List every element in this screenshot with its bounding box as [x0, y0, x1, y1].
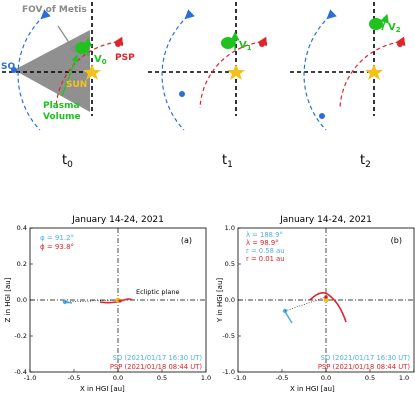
panel-b-ytick: 0.0 — [225, 296, 235, 304]
panel-a-xtick: 0.5 — [157, 374, 167, 382]
plasma-volume-blob — [75, 42, 89, 54]
plasma-volume-blob — [369, 18, 383, 30]
v0-label: V0 — [94, 54, 107, 66]
panel-b-xtick: 1.0 — [399, 374, 409, 382]
psp-label: PSP — [115, 53, 135, 63]
panel-b-ytick: -1.0 — [222, 368, 235, 376]
schematic-t1: V1 t1 — [148, 2, 268, 170]
panel-a-ytick: 0.4 — [17, 224, 27, 232]
fov-pointer-arrow — [57, 25, 76, 53]
panel-b-title: January 14-24, 2021 — [279, 215, 372, 225]
psp-marker — [259, 41, 265, 47]
panel-b-xlabel: X in HGI [au] — [290, 385, 335, 393]
sun-star — [365, 64, 383, 80]
sun-label: SUN — [66, 80, 87, 90]
panel-b-legend-so: SO (2021/01/17 16:30 UT) — [321, 354, 411, 362]
panel-a-legend-so: SO (2021/01/17 16:30 UT) — [113, 354, 203, 362]
fov-cone — [14, 30, 90, 112]
panel-a: January 14-24, 2021 -1.0 -0.5 0.0 0.5 1.… — [4, 215, 211, 393]
schematic-t2: V2 t2 — [290, 2, 406, 170]
panel-a-psp-marker — [118, 299, 122, 303]
panel-b: January 14-24, 2021 -1.0 -0.5 0.0 0.5 1.… — [216, 215, 415, 393]
plasma-label-line2: Volume — [43, 112, 81, 122]
panel-b-xtick: 0.5 — [365, 374, 375, 382]
so-label: SO — [1, 62, 15, 72]
panel-a-ytick: 0.2 — [17, 260, 27, 268]
panel-a-psp-trajectory — [99, 298, 133, 304]
psp-marker — [397, 41, 403, 47]
panel-b-ytick: 1.0 — [225, 224, 235, 232]
plasma-volume-blob — [221, 37, 235, 49]
so-orbit-arc — [161, 9, 195, 131]
panel-b-ylabel: Y in HGI [au] — [216, 278, 224, 324]
time-label-t1: t1 — [222, 153, 233, 170]
panel-b-psp-trajectory — [309, 292, 347, 323]
panel-b-xtick: 0.0 — [321, 374, 331, 382]
panel-a-title: January 14-24, 2021 — [71, 215, 164, 225]
panel-b-ytick: 0.5 — [225, 260, 235, 268]
psp-orbit-arc — [55, 36, 124, 109]
panel-b-letter: (b) — [391, 236, 402, 245]
v2-label: V2 — [388, 22, 401, 34]
panel-b-xtick: -1.0 — [234, 374, 247, 382]
panel-a-ytick: 0.0 — [17, 296, 27, 304]
panel-a-ecliptic-label: Ecliptic plane — [136, 288, 179, 296]
plasma-label-line1: Plasma — [43, 101, 80, 111]
panel-a-xtick: 1.0 — [201, 374, 211, 382]
panel-a-legend-psp: PSP (2021/01/18 08:44 UT) — [110, 363, 203, 371]
panel-b-legend-psp: PSP (2021/01/18 08:44 UT) — [318, 363, 411, 371]
psp-orbit-arc — [339, 36, 406, 109]
v1-label: V1 — [239, 40, 252, 52]
panel-b-r-psp: r = 0.01 au — [246, 255, 285, 263]
panel-a-xtick: 0.0 — [113, 374, 123, 382]
panel-a-xlabel: X in HGI [au] — [80, 385, 125, 393]
time-label-t2: t2 — [360, 153, 371, 170]
panel-b-lambda-so: λ = 188.9° — [246, 231, 283, 239]
plasma-pointer-arrow — [61, 54, 79, 97]
so-orbit-arc — [303, 9, 337, 131]
panel-a-ytick: -0.2 — [14, 332, 27, 340]
v2-arrow — [380, 13, 389, 31]
so-marker — [11, 67, 17, 73]
panel-b-los-line — [284, 296, 327, 312]
sun-star — [83, 64, 101, 80]
panel-b-sun-marker — [323, 297, 329, 303]
so-orbit-arc — [17, 9, 51, 131]
fov-label: FOV of Metis — [22, 5, 87, 15]
panel-a-ylabel: Z in HGI [au] — [4, 277, 12, 322]
panel-a-xtick: -0.5 — [68, 374, 81, 382]
panel-b-lambda-psp: λ = 98.9° — [246, 239, 279, 247]
sun-star — [227, 64, 245, 80]
panel-a-ytick: -0.4 — [14, 368, 27, 376]
panel-b-ytick: -0.5 — [222, 332, 235, 340]
schematic-t0: FOV of Metis SO PSP SUN Plasma Volume V0… — [1, 2, 135, 170]
panel-b-r-so: r = 0.58 au — [246, 247, 285, 255]
panel-b-xtick: -0.5 — [276, 374, 289, 382]
time-label-t0: t0 — [62, 153, 73, 170]
panel-a-letter: (a) — [181, 236, 192, 245]
panel-a-phi-psp: ϕ = 93.8° — [40, 243, 74, 251]
psp-marker — [115, 41, 121, 47]
panel-a-phi-so: φ = 91.2° — [40, 234, 74, 242]
so-marker — [179, 91, 185, 97]
psp-orbit-arc — [199, 36, 268, 109]
so-marker — [319, 113, 325, 119]
panel-a-xtick: -1.0 — [24, 374, 37, 382]
